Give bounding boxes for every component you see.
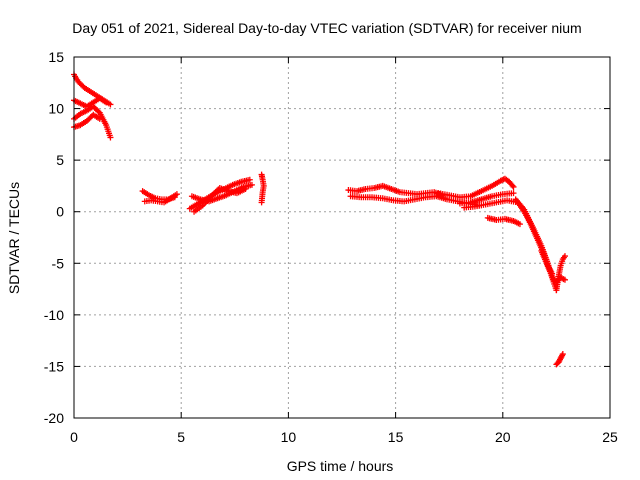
series-arc-t (553, 253, 568, 294)
data-point (242, 186, 249, 193)
series-arc-o (461, 197, 556, 277)
series-arc-p (484, 214, 523, 228)
y-axis-label: SDTVAR / TECUs (6, 182, 22, 294)
data-point (107, 134, 114, 141)
data-points (71, 71, 568, 368)
y-tick-label: -5 (52, 255, 65, 271)
data-point (107, 101, 114, 108)
series-arc-f (141, 191, 180, 206)
y-tick-label: 5 (56, 152, 64, 168)
series-arc-c (71, 103, 114, 141)
data-point (561, 253, 568, 260)
data-point (258, 199, 265, 206)
ticks: 0 5 10 15 20 25 -20 -15 -10 -5 0 5 10 15 (44, 49, 618, 445)
series-arc-m (435, 175, 517, 201)
series-arc-u (553, 351, 566, 368)
data-point (248, 181, 255, 188)
x-tick-label: 25 (602, 429, 618, 445)
series-arc-h (188, 181, 255, 205)
x-tick-label: 5 (177, 429, 185, 445)
data-point (95, 108, 102, 115)
x-tick-label: 0 (70, 429, 78, 445)
data-point (173, 191, 180, 198)
y-tick-label: -15 (44, 358, 64, 374)
series-arc-j (258, 171, 267, 206)
x-axis-label: GPS time / hours (287, 458, 394, 474)
x-tick-label: 10 (281, 429, 297, 445)
y-tick-label: -20 (44, 410, 64, 426)
series-arc-r (538, 247, 558, 284)
data-point (510, 190, 517, 197)
x-tick-label: 15 (388, 429, 404, 445)
data-point (559, 351, 566, 358)
y-tick-label: 0 (56, 204, 64, 220)
data-point (103, 99, 110, 106)
y-tick-label: -10 (44, 307, 64, 323)
chart-title: Day 051 of 2021, Sidereal Day-to-day VTE… (72, 20, 581, 36)
data-point (516, 221, 523, 228)
data-point (509, 182, 516, 189)
y-tick-label: 10 (48, 101, 64, 117)
data-point (246, 176, 253, 183)
series-arc-i (191, 184, 249, 215)
x-tick-label: 20 (495, 429, 511, 445)
data-point (510, 183, 517, 190)
plot-frame (73, 56, 611, 419)
data-point (96, 115, 103, 122)
grid (74, 57, 610, 418)
series-arc-n (456, 190, 517, 207)
series-arc-g (186, 176, 253, 212)
series-arc-k (345, 182, 446, 199)
data-point (561, 276, 568, 283)
y-tick-label: 15 (48, 49, 64, 65)
